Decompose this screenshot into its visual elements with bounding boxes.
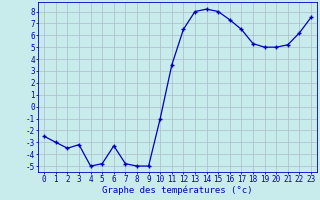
- X-axis label: Graphe des températures (°c): Graphe des températures (°c): [102, 186, 253, 195]
